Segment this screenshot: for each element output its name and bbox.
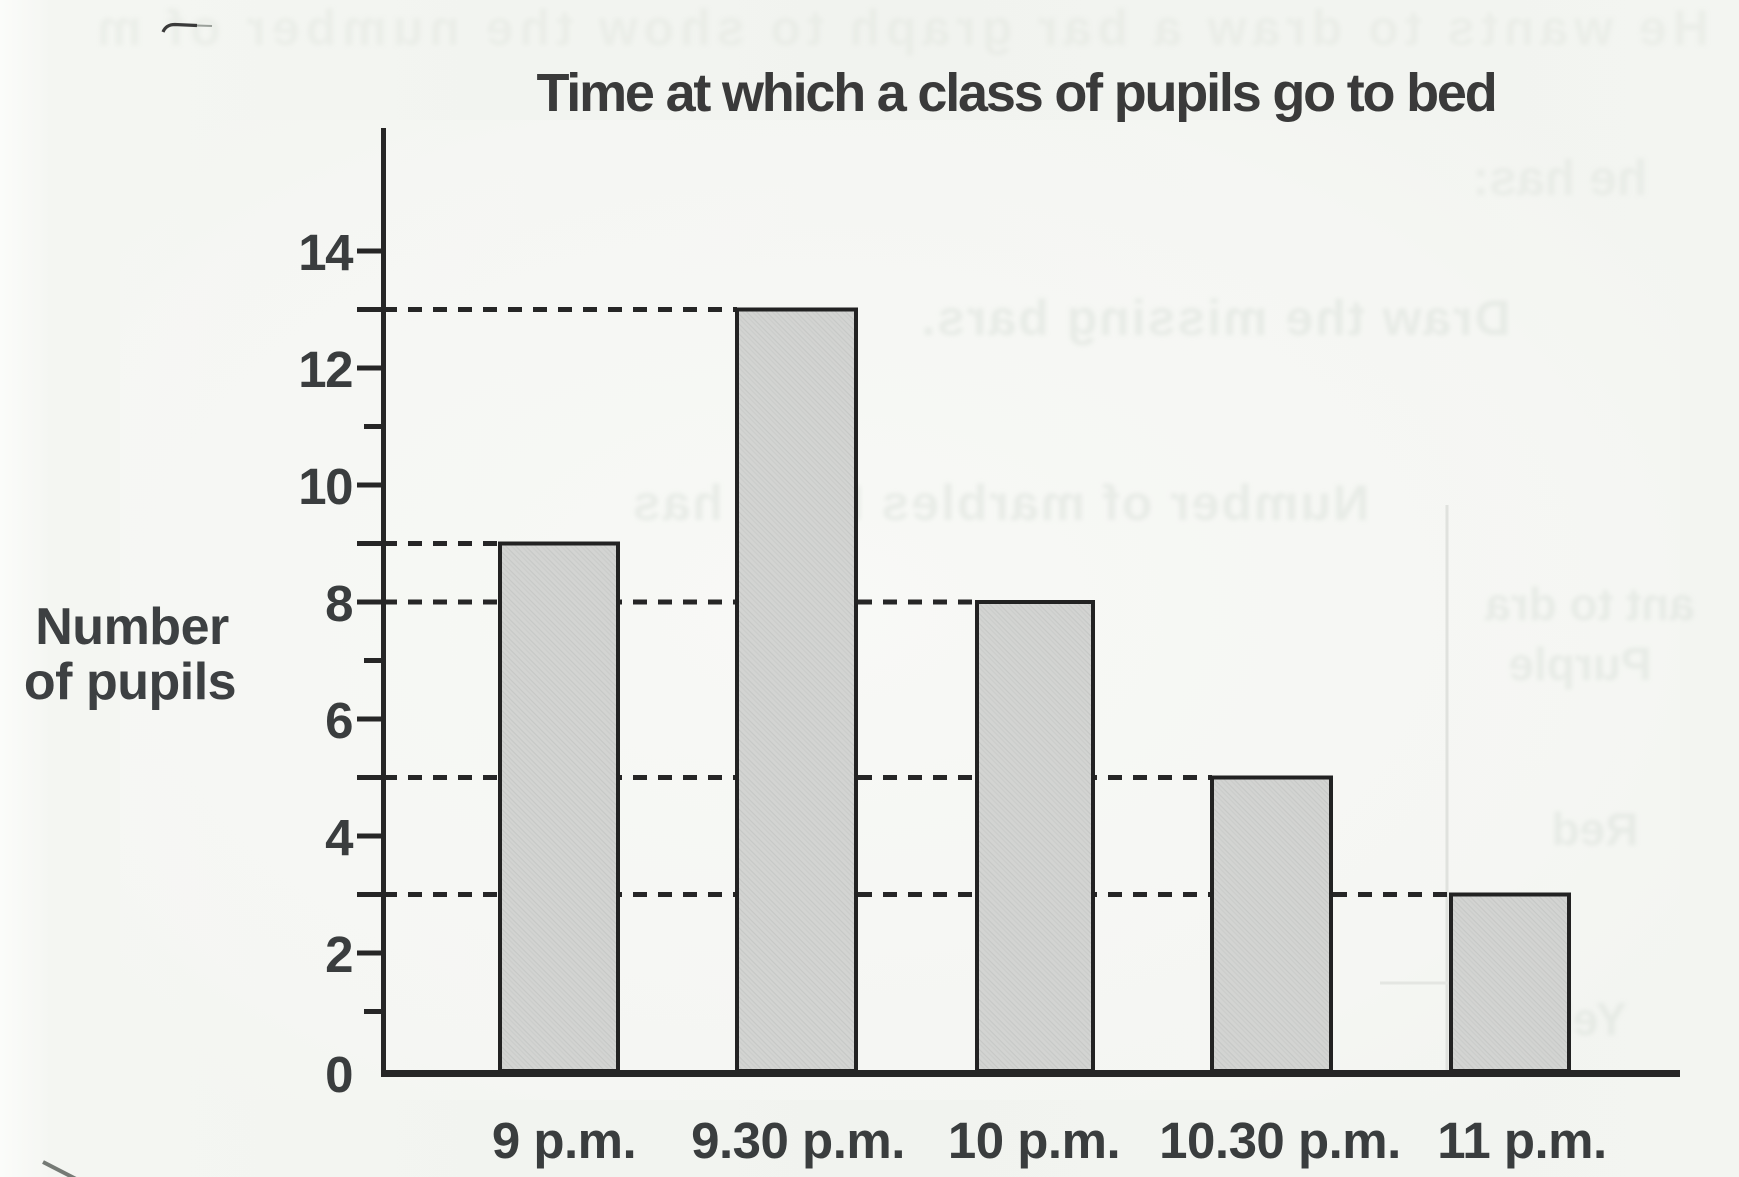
svg-text:12: 12 <box>298 341 352 398</box>
svg-text:Number: Number <box>35 598 229 656</box>
svg-text:Draw the missing bars.: Draw the missing bars. <box>919 290 1510 346</box>
svg-text:He wants to draw a bar graph t: He wants to draw a bar graph to show the… <box>91 0 1709 56</box>
svg-text:9.30 p.m.: 9.30 p.m. <box>691 1112 905 1169</box>
svg-text:Red: Red <box>1552 803 1639 855</box>
svg-text:11 p.m.: 11 p.m. <box>1437 1112 1606 1169</box>
svg-text:2: 2 <box>325 926 352 983</box>
svg-text:8: 8 <box>325 575 352 632</box>
svg-text:Time at which a class of pupil: Time at which a class of pupils go to be… <box>537 63 1496 123</box>
svg-text:10 p.m.: 10 p.m. <box>948 1112 1120 1169</box>
svg-text:4: 4 <box>325 809 354 866</box>
svg-text:of pupils: of pupils <box>24 653 236 711</box>
svg-text:he has:: he has: <box>1472 150 1647 206</box>
svg-text:10.30 p.m.: 10.30 p.m. <box>1159 1112 1401 1169</box>
svg-text:ant to dra: ant to dra <box>1485 578 1695 630</box>
svg-text:Purple: Purple <box>1508 638 1651 690</box>
svg-text:0: 0 <box>325 1046 352 1103</box>
svg-text:14: 14 <box>298 224 354 281</box>
svg-text:9 p.m.: 9 p.m. <box>492 1112 636 1169</box>
svg-text:10: 10 <box>298 458 352 515</box>
svg-text:6: 6 <box>325 692 352 749</box>
